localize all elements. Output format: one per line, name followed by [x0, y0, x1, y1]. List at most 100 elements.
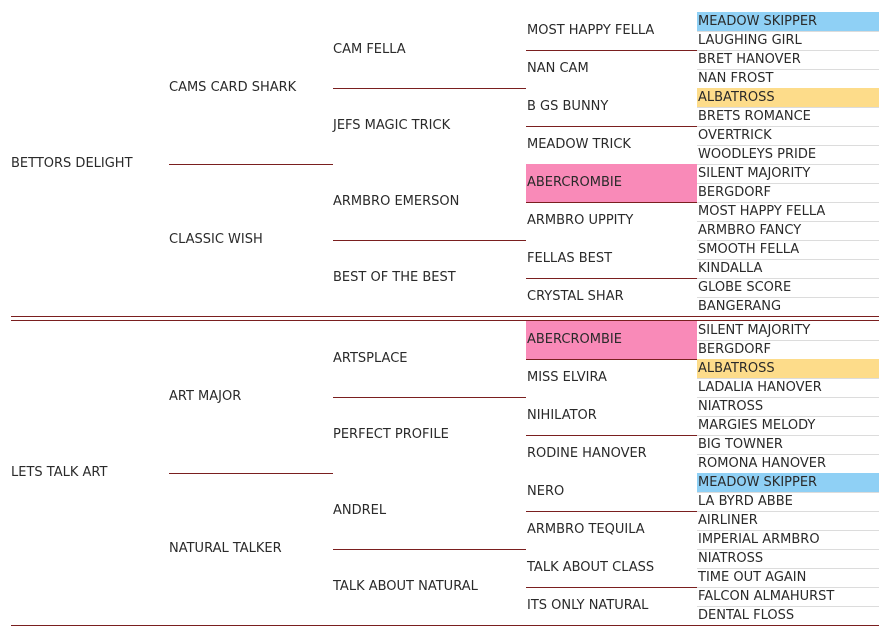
- row-divider: [697, 340, 879, 341]
- gen3-divider: [333, 240, 526, 241]
- bottom-rule: [11, 625, 879, 626]
- row-divider: [697, 416, 879, 417]
- gen4-ancestor[interactable]: MISS ELVIRA: [527, 370, 607, 385]
- row-divider: [697, 397, 879, 398]
- gen5-ancestor[interactable]: LA BYRD ABBE: [698, 493, 793, 509]
- gen4-ancestor[interactable]: ABERCROMBIE: [527, 332, 622, 347]
- highlight-blue: [697, 473, 879, 492]
- row-divider: [697, 145, 879, 146]
- gen5-ancestor[interactable]: FALCON ALMAHURST: [698, 588, 835, 604]
- gen5-ancestor[interactable]: ALBATROSS: [698, 360, 775, 376]
- gen4-ancestor[interactable]: ARMBRO TEQUILA: [527, 522, 645, 537]
- gen5-ancestor[interactable]: ROMONA HANOVER: [698, 455, 827, 471]
- gen3-ancestor[interactable]: PERFECT PROFILE: [333, 427, 449, 442]
- row-divider: [697, 378, 879, 379]
- gen3-ancestor[interactable]: ARTSPLACE: [333, 351, 408, 366]
- gen2-ancestor[interactable]: CAMS CARD SHARK: [169, 80, 297, 95]
- gen5-ancestor[interactable]: LADALIA HANOVER: [698, 379, 822, 395]
- gen3-ancestor[interactable]: BEST OF THE BEST: [333, 270, 456, 285]
- gen4-ancestor[interactable]: ITS ONLY NATURAL: [527, 598, 649, 613]
- gen4-ancestor[interactable]: FELLAS BEST: [527, 251, 613, 266]
- row-divider: [697, 530, 879, 531]
- row-divider: [697, 126, 879, 127]
- gen5-ancestor[interactable]: SMOOTH FELLA: [698, 241, 800, 257]
- half-separator-top: [11, 316, 879, 317]
- gen3-ancestor[interactable]: CAM FELLA: [333, 42, 406, 57]
- row-divider: [697, 297, 879, 298]
- gen2-divider: [169, 473, 333, 474]
- gen5-ancestor[interactable]: DENTAL FLOSS: [698, 607, 795, 623]
- gen5-ancestor[interactable]: OVERTRICK: [698, 127, 772, 143]
- gen2-divider: [169, 164, 333, 165]
- gen4-divider: [526, 511, 697, 512]
- row-divider: [697, 183, 879, 184]
- row-divider: [697, 240, 879, 241]
- gen5-ancestor[interactable]: KINDALLA: [698, 260, 763, 276]
- gen5-ancestor[interactable]: MOST HAPPY FELLA: [698, 203, 826, 219]
- gen5-ancestor[interactable]: MEADOW SKIPPER: [698, 474, 818, 490]
- gen4-ancestor[interactable]: NAN CAM: [527, 61, 589, 76]
- gen5-ancestor[interactable]: NIATROSS: [698, 398, 764, 414]
- gen5-ancestor[interactable]: AIRLINER: [698, 512, 758, 528]
- gen4-divider: [526, 435, 697, 436]
- gen5-ancestor[interactable]: GLOBE SCORE: [698, 279, 792, 295]
- gen5-ancestor[interactable]: SILENT MAJORITY: [698, 165, 811, 181]
- gen4-divider: [526, 202, 697, 203]
- row-divider: [697, 549, 879, 550]
- gen5-ancestor[interactable]: LAUGHING GIRL: [698, 32, 802, 48]
- gen5-ancestor[interactable]: MARGIES MELODY: [698, 417, 816, 433]
- row-divider: [697, 50, 879, 51]
- gen2-ancestor[interactable]: ART MAJOR: [169, 389, 242, 404]
- gen2-ancestor[interactable]: NATURAL TALKER: [169, 541, 282, 556]
- dam-name[interactable]: LETS TALK ART: [11, 465, 108, 480]
- gen5-ancestor[interactable]: BANGERANG: [698, 298, 782, 314]
- gen4-ancestor[interactable]: MOST HAPPY FELLA: [527, 23, 655, 38]
- gen5-ancestor[interactable]: BRET HANOVER: [698, 51, 801, 67]
- gen5-ancestor[interactable]: TIME OUT AGAIN: [698, 569, 807, 585]
- gen5-ancestor[interactable]: BIG TOWNER: [698, 436, 783, 452]
- gen5-ancestor[interactable]: BERGDORF: [698, 184, 771, 200]
- gen5-ancestor[interactable]: ARMBRO FANCY: [698, 222, 802, 238]
- row-divider: [697, 259, 879, 260]
- gen3-ancestor[interactable]: TALK ABOUT NATURAL: [333, 579, 478, 594]
- row-divider: [697, 492, 879, 493]
- row-divider: [697, 454, 879, 455]
- gen3-ancestor[interactable]: ANDREL: [333, 503, 387, 518]
- highlight-orange: [697, 88, 879, 107]
- gen5-ancestor[interactable]: NIATROSS: [698, 550, 764, 566]
- gen4-ancestor[interactable]: RODINE HANOVER: [527, 446, 647, 461]
- gen5-ancestor[interactable]: BERGDORF: [698, 341, 771, 357]
- gen5-ancestor[interactable]: ALBATROSS: [698, 89, 775, 105]
- gen4-ancestor[interactable]: B GS BUNNY: [527, 99, 609, 114]
- row-divider: [697, 278, 879, 279]
- gen3-ancestor[interactable]: ARMBRO EMERSON: [333, 194, 460, 209]
- gen4-ancestor[interactable]: NIHILATOR: [527, 408, 597, 423]
- gen5-ancestor[interactable]: NAN FROST: [698, 70, 774, 86]
- gen5-ancestor[interactable]: SILENT MAJORITY: [698, 322, 811, 338]
- gen2-ancestor[interactable]: CLASSIC WISH: [169, 232, 263, 247]
- gen3-divider: [333, 397, 526, 398]
- sire-name[interactable]: BETTORS DELIGHT: [11, 156, 133, 171]
- gen4-divider: [526, 278, 697, 279]
- gen3-ancestor[interactable]: JEFS MAGIC TRICK: [333, 118, 451, 133]
- gen4-divider: [526, 50, 697, 51]
- gen4-ancestor[interactable]: ARMBRO UPPITY: [527, 213, 634, 228]
- gen4-divider: [526, 126, 697, 127]
- row-divider: [697, 435, 879, 436]
- gen4-ancestor[interactable]: CRYSTAL SHAR: [527, 289, 624, 304]
- gen5-ancestor[interactable]: BRETS ROMANCE: [698, 108, 811, 124]
- gen5-ancestor[interactable]: WOODLEYS PRIDE: [698, 146, 817, 162]
- gen5-ancestor[interactable]: MEADOW SKIPPER: [698, 13, 818, 29]
- highlight-pink: [526, 164, 697, 202]
- gen5-ancestor[interactable]: IMPERIAL ARMBRO: [698, 531, 820, 547]
- gen4-ancestor[interactable]: NERO: [527, 484, 565, 499]
- gen4-ancestor[interactable]: MEADOW TRICK: [527, 137, 631, 152]
- gen3-divider: [333, 88, 526, 89]
- gen4-divider: [526, 587, 697, 588]
- gen4-ancestor[interactable]: TALK ABOUT CLASS: [527, 560, 655, 575]
- highlight-blue: [697, 12, 879, 31]
- gen4-ancestor[interactable]: ABERCROMBIE: [527, 175, 622, 190]
- row-divider: [697, 164, 879, 165]
- highlight-pink: [526, 321, 697, 359]
